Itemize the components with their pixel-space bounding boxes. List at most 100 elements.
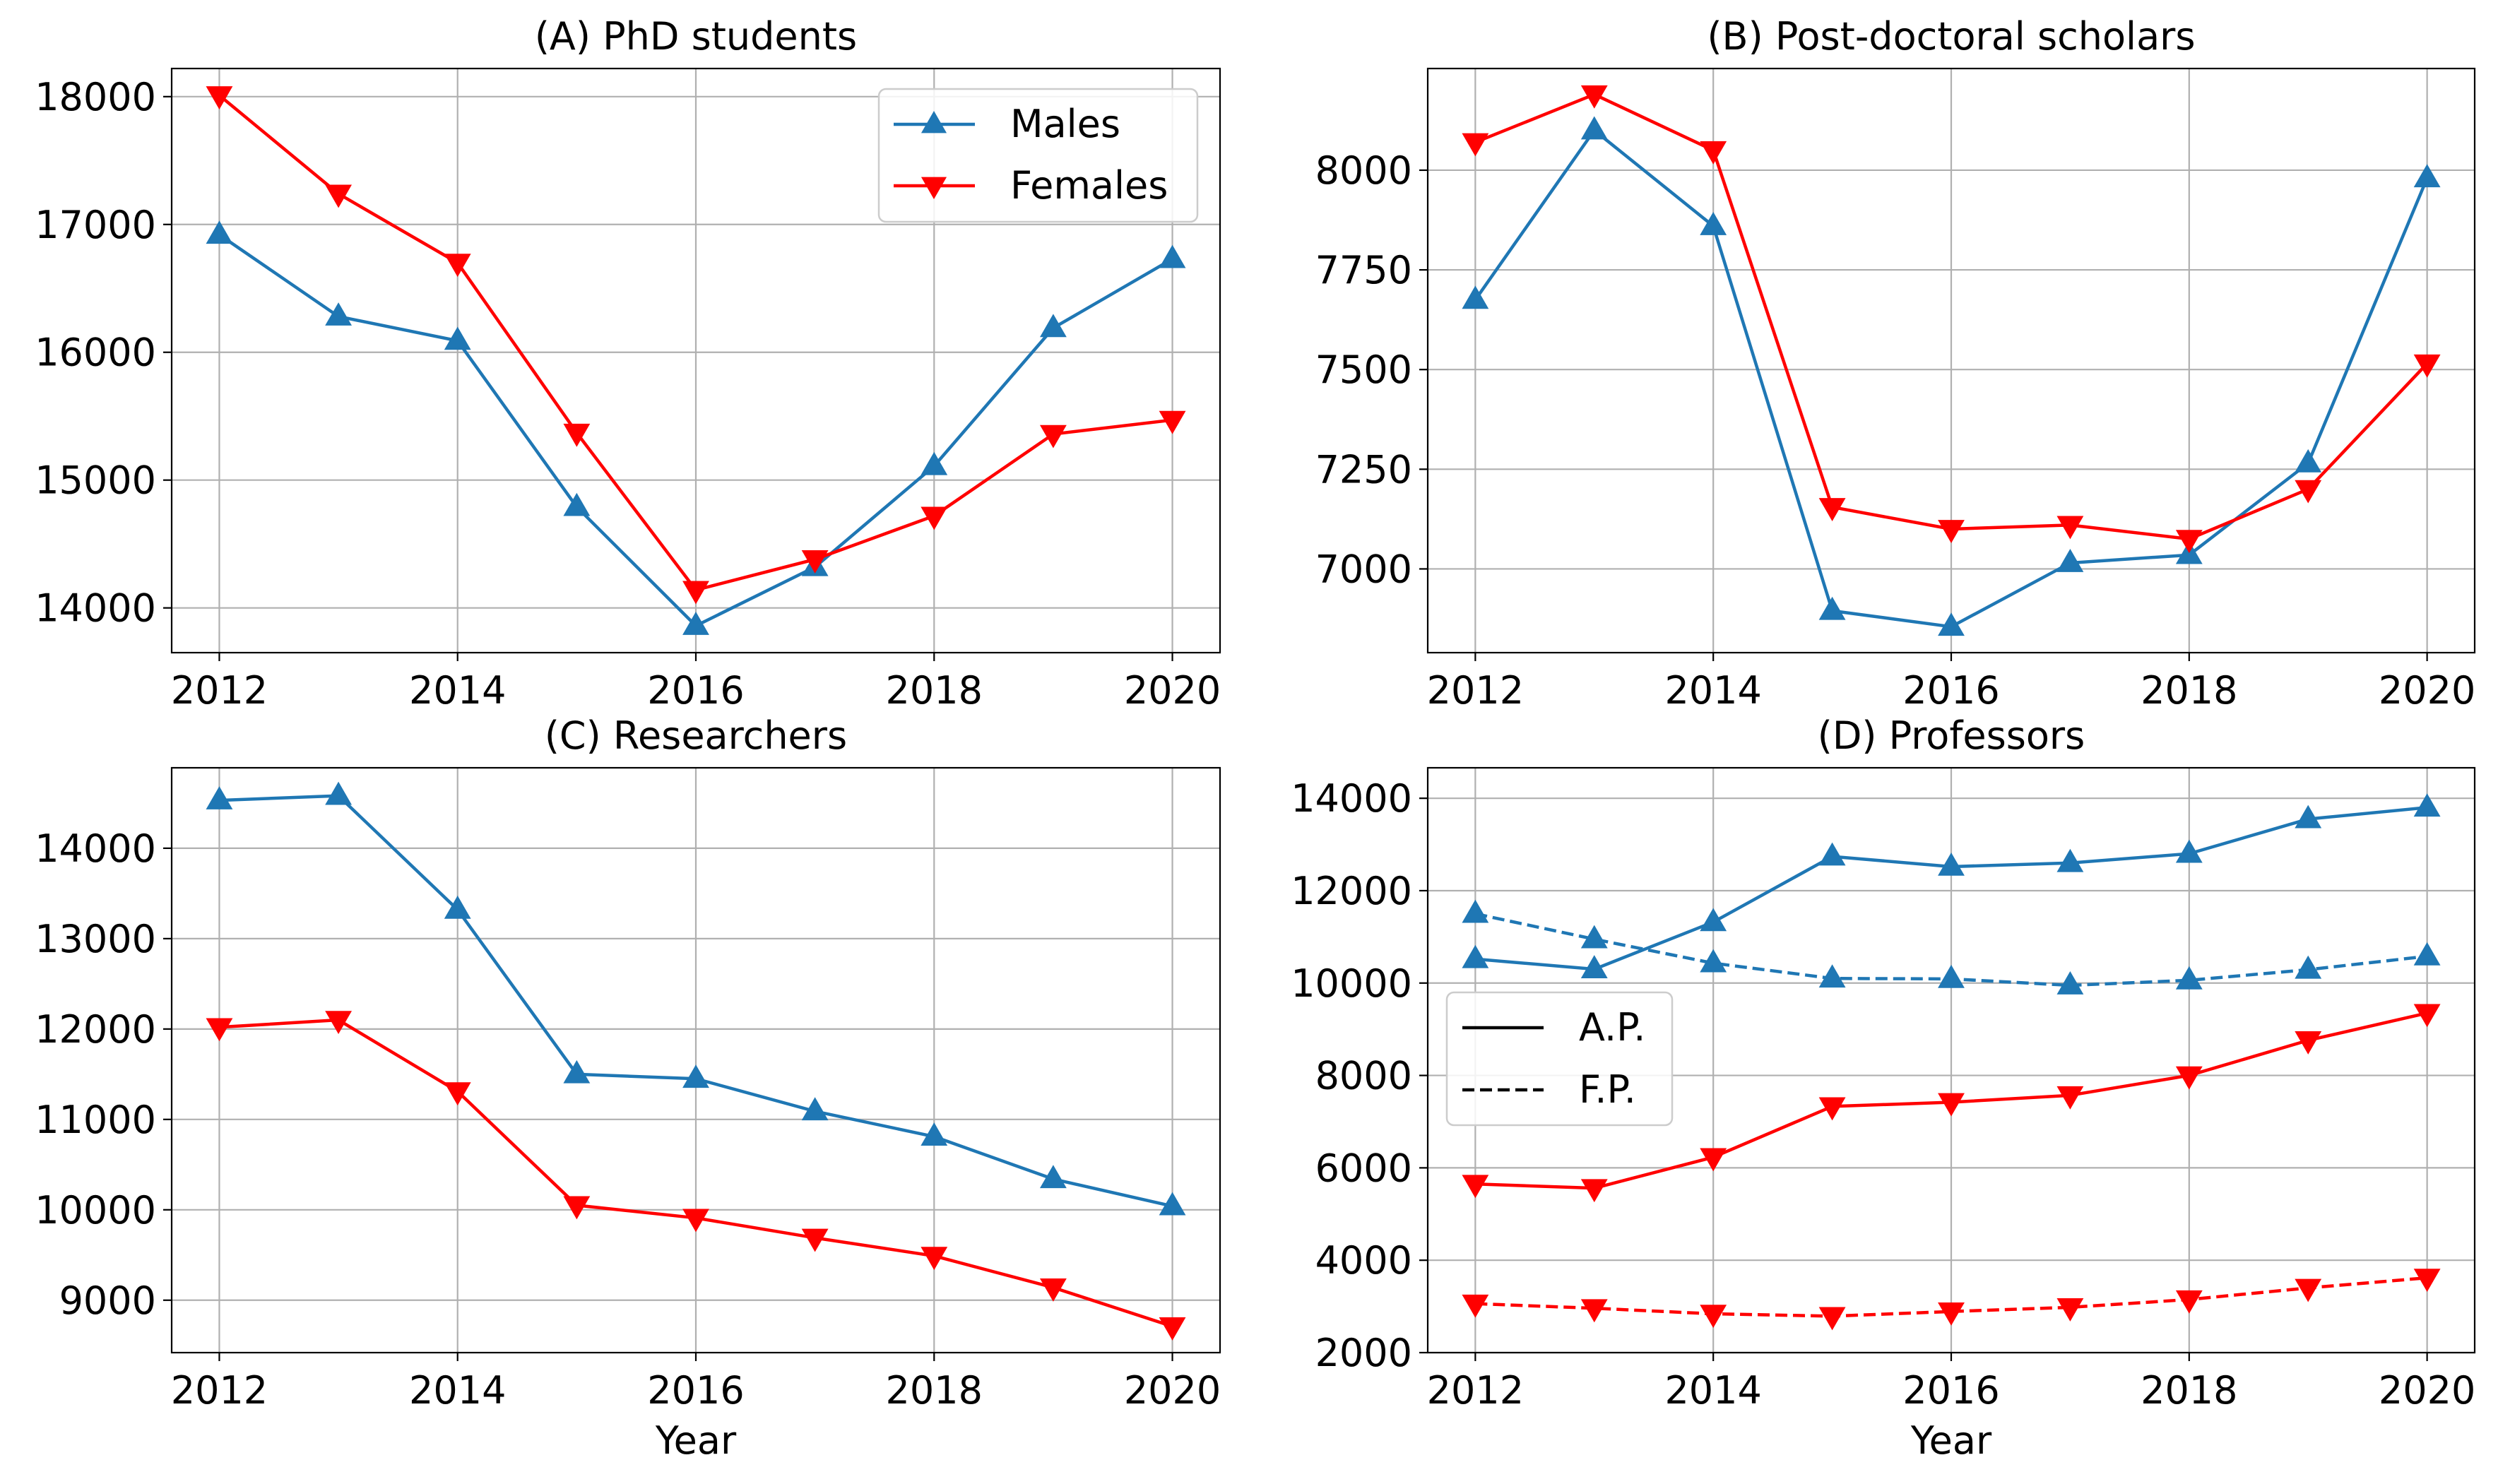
data-point-marker [1700,1305,1727,1329]
data-point-marker [563,492,591,516]
data-point-marker [2413,793,2441,817]
data-point-marker [325,781,353,805]
data-point-marker [1159,1317,1186,1341]
data-point-marker [1159,1192,1186,1216]
data-point-marker [2175,1290,2203,1314]
data-point-marker [1462,899,1489,923]
data-point-marker [2056,848,2084,872]
x-tick-label: 2012 [171,1368,268,1413]
data-point-marker [1818,1097,1846,1121]
data-point-marker [325,184,353,208]
data-point-marker [2413,942,2441,966]
data-point-marker [2056,516,2084,540]
data-point-marker [2413,164,2441,188]
data-point-marker [682,1064,709,1088]
data-point-marker [2175,1066,2203,1090]
data-point-marker [444,254,471,278]
data-point-marker [2413,354,2441,378]
data-point-marker [2413,1269,2441,1293]
data-point-marker [1039,314,1067,338]
data-point-marker [2295,480,2322,504]
x-tick-label: 2016 [1902,668,1999,713]
data-point-marker [921,451,948,475]
legend: Males Females [877,88,1199,223]
data-point-marker [1462,133,1489,157]
data-point-marker [1159,410,1186,434]
data-point-marker [2056,1298,2084,1322]
data-point-marker [206,786,233,809]
x-tick-label: 2018 [886,668,983,713]
data-point-marker [1938,852,1965,876]
data-point-marker [1462,944,1489,968]
data-point-marker [1700,1148,1727,1172]
legend-box [877,88,1199,223]
data-point-marker [444,895,471,919]
y-tick-label: 16000 [35,331,156,375]
y-tick-label: 12000 [35,1007,156,1052]
data-point-marker [2295,805,2322,829]
x-tick-label: 2014 [409,668,506,713]
data-point-marker [444,326,471,350]
x-tick-label: 2012 [171,668,268,713]
legend: A.P. F.P. [1445,991,1674,1127]
y-tick-label: 7750 [1315,248,1412,292]
data-point-marker [1938,1093,1965,1117]
data-point-marker [682,581,709,605]
data-point-marker [325,302,353,326]
data-point-marker [1580,925,1608,949]
data-point-marker [2175,966,2203,990]
y-tick-label: 4000 [1315,1238,1412,1283]
y-tick-label: 14000 [35,586,156,631]
data-point-marker [563,1059,591,1084]
data-point-marker [2175,530,2203,554]
legend-label-ap: A.P. [1579,1005,1645,1050]
panel-researchers: (C) Researchers 2012 2014 2016 2018 2020 9000… [35,713,1221,1463]
data-point-marker [1700,908,1727,932]
y-tick-label: 14000 [35,826,156,871]
x-tick-label: 2020 [2379,668,2475,713]
panel-postdoc-scholars: (B) Post-doctoral scholars 2012 2014 2016 2… [1315,14,2476,713]
x-tick-label: 2012 [1427,1368,1524,1413]
data-point-marker [682,1209,709,1233]
data-point-marker [682,611,709,635]
data-point-marker [2413,1004,2441,1028]
data-point-marker [1700,141,1727,165]
y-tick-label: 7000 [1315,547,1412,591]
y-tick-label: 7250 [1315,447,1412,492]
data-point-marker [444,1082,471,1106]
x-tick-label: 2014 [1664,1368,1761,1413]
data-point-marker [2056,1086,2084,1110]
data-point-marker [1462,285,1489,309]
data-point-marker [206,220,233,244]
panel-title: (C) Researchers [545,713,847,758]
data-point-marker [1938,964,1965,988]
data-point-marker [1938,1302,1965,1326]
panel-phd-students: (A) PhD students 2012 2014 2016 2018 2020 140… [35,14,1221,713]
data-point-marker [563,423,591,447]
data-point-marker [2056,548,2084,572]
data-point-marker [1580,955,1608,979]
y-tick-label: 9000 [59,1278,156,1323]
data-point-marker [1462,1175,1489,1199]
data-point-marker [2295,449,2322,473]
data-point-marker [921,1247,948,1271]
data-point-marker [1159,244,1186,268]
data-point-marker [1818,498,1846,521]
data-point-marker [206,86,233,110]
data-point-marker [1039,1278,1067,1302]
data-point-marker [325,1011,353,1035]
data-point-marker [1039,425,1067,449]
y-tick-label: 12000 [1291,869,1412,913]
panel-title: (D) Professors [1818,713,2085,758]
legend-marker-triangle-down [921,177,947,199]
y-tick-label: 18000 [35,75,156,119]
legend-label-fp: F.P. [1579,1067,1636,1112]
data-point-marker [1818,1307,1846,1331]
data-point-marker [1580,1179,1608,1203]
data-point-marker [2175,839,2203,863]
data-point-marker [1700,211,1727,235]
y-tick-label: 10000 [1291,961,1412,1006]
y-tick-label: 11000 [35,1098,156,1142]
y-tick-label: 13000 [35,917,156,961]
